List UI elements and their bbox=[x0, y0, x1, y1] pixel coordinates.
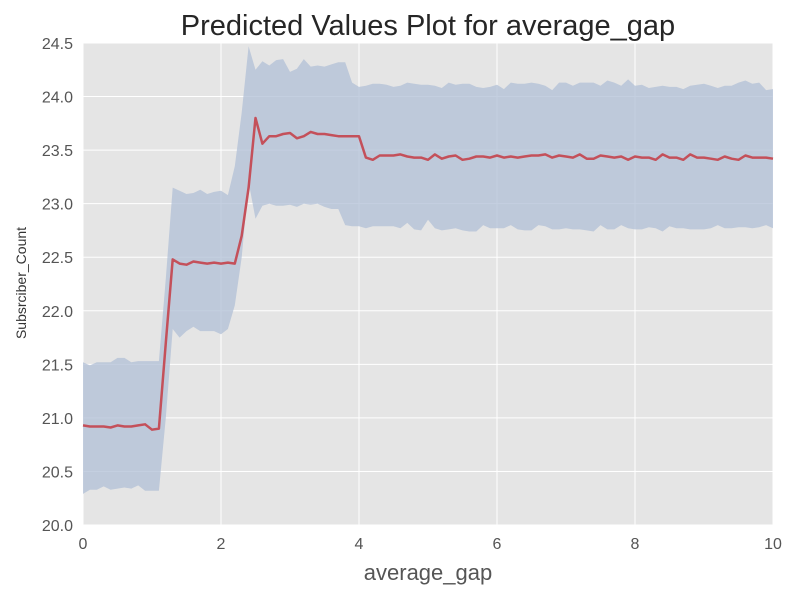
y-tick-label: 23.5 bbox=[42, 143, 73, 160]
x-axis-label: average_gap bbox=[364, 560, 492, 585]
x-tick-label: 8 bbox=[631, 536, 640, 553]
x-tick-label: 6 bbox=[493, 536, 502, 553]
y-tick-label: 22.0 bbox=[42, 304, 73, 321]
y-axis-ticks: 20.0 20.5 21.0 21.5 22.0 22.5 23.0 23.5 24.0 24.5 bbox=[42, 36, 73, 535]
y-tick-label: 22.5 bbox=[42, 250, 73, 267]
y-tick-label: 23.0 bbox=[42, 197, 73, 214]
x-tick-label: 10 bbox=[764, 536, 782, 553]
y-axis-label: Subsrciber_Count bbox=[13, 227, 29, 339]
prediction-line bbox=[82, 116, 774, 431]
y-tick-label: 20.5 bbox=[42, 464, 73, 481]
y-tick-label: 24.0 bbox=[42, 90, 73, 107]
confidence-band bbox=[83, 46, 773, 494]
chart-title: Predicted Values Plot for average_gap bbox=[181, 10, 675, 42]
x-tick-label: 4 bbox=[355, 536, 364, 553]
x-tick-label: 0 bbox=[79, 536, 88, 553]
x-axis-ticks: 0 2 4 6 8 10 bbox=[79, 536, 782, 553]
y-tick-label: 24.5 bbox=[42, 36, 73, 53]
y-tick-label: 20.0 bbox=[42, 518, 73, 535]
y-tick-label: 21.0 bbox=[42, 411, 73, 428]
y-tick-label: 21.5 bbox=[42, 357, 73, 374]
x-tick-label: 2 bbox=[217, 536, 226, 553]
